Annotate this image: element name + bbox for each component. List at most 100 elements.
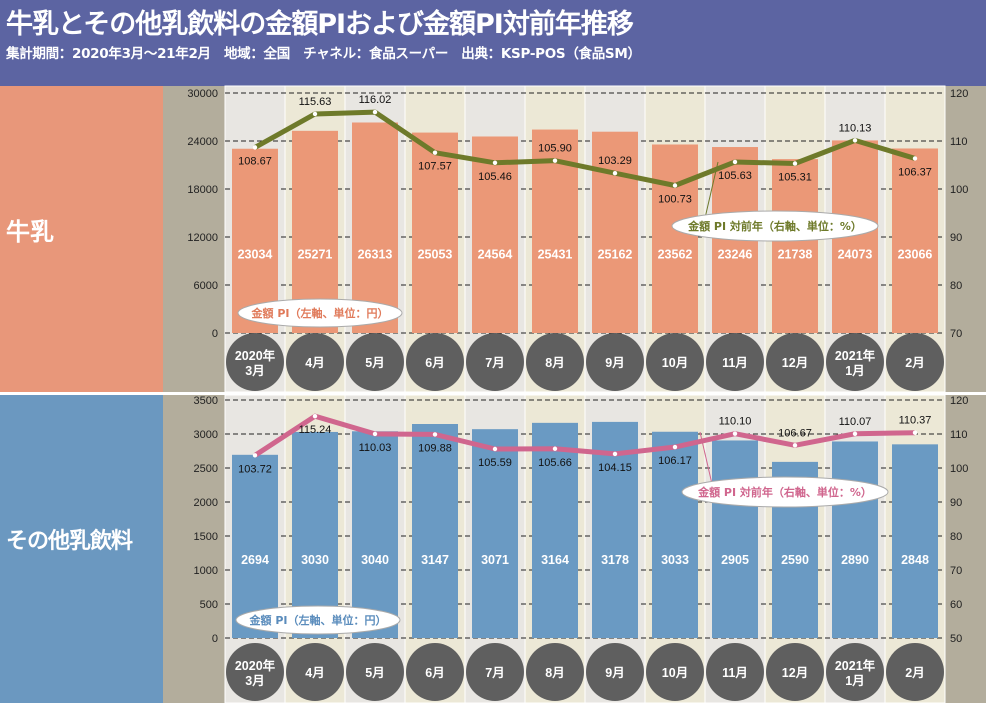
milk-right-tick: 90: [950, 232, 962, 244]
other-bar-label: 2905: [721, 553, 749, 567]
other-line-label: 110.03: [359, 442, 392, 454]
milk-line-point: [312, 111, 318, 117]
other-month-label: 5月: [365, 666, 384, 680]
milk-line-label: 105.90: [538, 143, 572, 155]
milk-month-label: 2020年: [235, 348, 276, 363]
milk-bar-label: 24073: [838, 248, 873, 262]
other-month-label: 1月: [845, 674, 864, 688]
other-bar: [592, 421, 638, 638]
milk-month-badge: [766, 333, 824, 391]
milk-left-tick: 18000: [187, 184, 218, 196]
other-right-tick: 80: [950, 531, 962, 543]
milk-left-tick: 24000: [187, 136, 218, 148]
other-bar-label: 3147: [421, 553, 449, 567]
other-left-tick: 3000: [194, 429, 218, 441]
milk-left-axis-strip: [163, 86, 225, 392]
other-month-label: 8月: [545, 666, 564, 680]
other-month-badge: [526, 643, 584, 701]
other-month-badge: [826, 643, 884, 701]
other-line-point: [372, 431, 378, 437]
other-line-label: 110.10: [719, 416, 752, 428]
milk-panel-label: 牛乳: [6, 218, 54, 246]
milk-left-tick: 30000: [187, 88, 218, 100]
milk-bar: [652, 144, 698, 333]
milk-line-label: 103.29: [598, 155, 632, 167]
page-title: 牛乳とその他乳飲料の金額PIおよび金額PI対前年推移: [6, 9, 634, 40]
other-bar: [712, 440, 758, 638]
milk-bar-label: 23246: [718, 248, 753, 262]
other-bar-label: 3040: [361, 553, 389, 567]
other-bar-label: 3178: [601, 553, 629, 567]
other-bar-label: 3071: [481, 553, 509, 567]
other-month-label: 2月: [905, 666, 924, 680]
other-right-tick: 50: [950, 633, 962, 645]
milk-bar: [772, 159, 818, 333]
other-bar: [412, 424, 458, 638]
other-month-badge: [226, 643, 284, 701]
other-month-label: 2021年: [835, 658, 876, 673]
other-bar: [352, 431, 398, 638]
milk-month-badge: [406, 333, 464, 391]
other-bar: [892, 444, 938, 638]
milk-left-tick: 0: [212, 328, 218, 340]
milk-left-tick: 12000: [187, 232, 218, 244]
milk-bar: [892, 148, 938, 333]
other-line: [253, 413, 916, 458]
milk-line-point: [792, 161, 798, 166]
milk-line-label: 110.13: [839, 122, 872, 134]
other-panel-label: その他乳飲料: [6, 529, 133, 554]
milk-line-label: 105.46: [478, 171, 512, 183]
other-bar-legend-text: 金額 PI（左軸、単位：円）: [249, 613, 387, 627]
other-bar-label: 2848: [901, 553, 929, 567]
milk-month-badge: [526, 333, 584, 391]
milk-month-label: 12月: [782, 356, 808, 370]
milk-month-badge: [706, 333, 764, 391]
milk-right-tick: 80: [950, 280, 962, 292]
other-month-badge: [766, 643, 824, 701]
milk-line-label: 116.02: [359, 94, 392, 106]
milk-line-label: 105.31: [778, 172, 812, 184]
other-month-badge: [346, 643, 404, 701]
milk-bar-label: 23562: [658, 248, 693, 262]
milk-legend-leader: [704, 161, 719, 219]
milk-bar: [472, 136, 518, 333]
other-month-label: 7月: [485, 666, 504, 680]
other-right-tick: 100: [950, 463, 968, 475]
other-bar: [472, 429, 518, 638]
other-month-label: 4月: [305, 666, 324, 680]
other-bar-label: 2590: [781, 553, 809, 567]
milk-bar-legend-text: 金額 PI（左軸、単位：円）: [251, 306, 389, 320]
milk-month-label: 8月: [545, 356, 564, 370]
other-line-point: [852, 431, 858, 436]
other-bar: [292, 431, 338, 638]
other-line-label: 104.15: [598, 462, 632, 474]
milk-line-point: [432, 150, 438, 155]
other-month-label: 6月: [425, 666, 444, 680]
milk-line-point: [492, 160, 498, 165]
milk-month-label: 3月: [245, 364, 264, 378]
other-line-point: [912, 430, 918, 435]
milk-month-badge: [646, 333, 704, 391]
other-month-label: 10月: [662, 666, 688, 680]
other-bar: [232, 454, 278, 638]
milk-bar-label: 25053: [418, 248, 453, 262]
milk-panel: 牛乳: [0, 86, 163, 392]
other-left-tick: 2000: [194, 497, 218, 509]
other-month-badge: [706, 643, 764, 701]
milk-bar-label: 25431: [538, 248, 573, 262]
other-right-tick: 110: [950, 429, 968, 441]
milk-line-label: 107.57: [418, 161, 452, 173]
milk-line-label: 105.63: [718, 170, 752, 182]
other-month-label: 9月: [605, 666, 624, 680]
other-left-tick: 0: [212, 633, 218, 645]
milk-bar-label: 23034: [238, 248, 273, 262]
milk-line-legend-text: 金額 PI 対前年（右軸、単位：%）: [687, 219, 862, 233]
milk-line-point: [852, 138, 858, 143]
other-right-tick: 70: [950, 565, 962, 577]
other-month-label: 12月: [782, 666, 808, 680]
milk-line-point: [732, 159, 738, 165]
other-line-point: [432, 432, 438, 437]
milk-month-label: 2月: [905, 356, 924, 370]
milk-bar-label: 23066: [898, 248, 933, 262]
other-line-point: [732, 431, 738, 436]
